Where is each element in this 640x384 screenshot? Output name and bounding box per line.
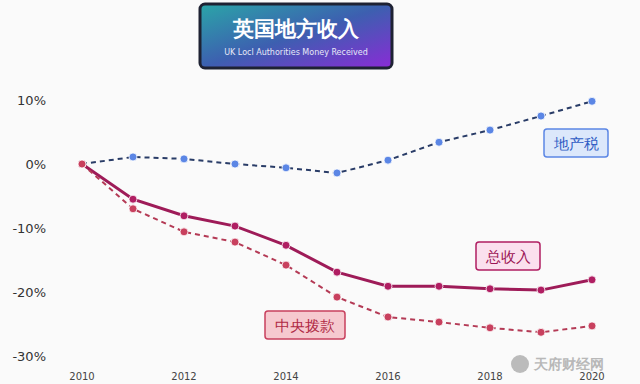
plot-area xyxy=(78,97,596,336)
series-marker xyxy=(588,97,596,105)
series-marker xyxy=(333,169,341,177)
series-marker xyxy=(333,293,341,301)
series-marker xyxy=(384,313,392,321)
series-marker xyxy=(384,282,392,290)
series-marker xyxy=(486,285,494,293)
chart: 英国地方收入 UK Locl Authorities Money Received… xyxy=(0,0,640,384)
series-label-box xyxy=(265,311,345,339)
series-marker xyxy=(384,156,392,164)
watermark: 天府财经网 xyxy=(533,356,604,372)
series-marker xyxy=(129,153,137,161)
x-tick xyxy=(388,364,389,366)
series-marker xyxy=(537,286,545,294)
watermark-logo xyxy=(511,355,529,373)
y-tick xyxy=(76,228,80,229)
series-marker xyxy=(78,160,86,168)
x-tick xyxy=(286,364,287,366)
x-tick-label: 2018 xyxy=(477,371,502,382)
series-marker xyxy=(435,138,443,146)
series-label: 中央拨款 xyxy=(275,317,335,335)
series-marker xyxy=(180,155,188,163)
x-tick xyxy=(490,364,491,366)
series-label: 总收入 xyxy=(485,248,531,266)
y-tick xyxy=(76,100,80,101)
x-tick-label: 2016 xyxy=(375,371,400,382)
series-marker xyxy=(78,160,86,168)
series-marker xyxy=(231,160,239,168)
x-tick-label: 2014 xyxy=(273,371,298,382)
series-marker xyxy=(435,282,443,290)
x-tick xyxy=(82,364,83,366)
x-tick xyxy=(184,364,185,366)
x-tick-label: 2020 xyxy=(579,371,604,382)
series-marker xyxy=(231,222,239,230)
series-marker xyxy=(78,160,86,168)
series-label: 地产税 xyxy=(553,135,599,153)
series-line xyxy=(82,164,592,290)
series-label-box xyxy=(544,129,608,157)
series-marker xyxy=(588,322,596,330)
y-tick-label: 10% xyxy=(17,93,46,108)
title-box xyxy=(200,4,392,68)
subtitle: UK Locl Authorities Money Received xyxy=(224,48,368,57)
series-marker xyxy=(537,112,545,120)
series-marker xyxy=(282,164,290,172)
series-marker xyxy=(180,212,188,220)
y-tick-label: -10% xyxy=(12,221,46,236)
series-marker xyxy=(435,318,443,326)
series-marker xyxy=(333,268,341,276)
series-marker xyxy=(129,195,137,203)
x-tick-label: 2012 xyxy=(171,371,196,382)
series-marker xyxy=(282,241,290,249)
series-marker xyxy=(537,328,545,336)
y-tick-label: 0% xyxy=(25,157,46,172)
series-marker xyxy=(486,324,494,332)
series-marker xyxy=(231,238,239,246)
x-tick-label: 2010 xyxy=(69,371,94,382)
title: 英国地方收入 xyxy=(232,17,360,41)
series-marker xyxy=(588,276,596,284)
y-tick xyxy=(76,292,80,293)
series-marker xyxy=(180,228,188,236)
y-tick xyxy=(76,356,80,357)
series-marker xyxy=(282,261,290,269)
y-tick-label: -30% xyxy=(12,349,46,364)
series-marker xyxy=(486,126,494,134)
series-line xyxy=(82,101,592,173)
y-tick-label: -20% xyxy=(12,285,46,300)
series-line xyxy=(82,164,592,332)
series-label-box xyxy=(476,242,540,270)
series-marker xyxy=(129,205,137,213)
